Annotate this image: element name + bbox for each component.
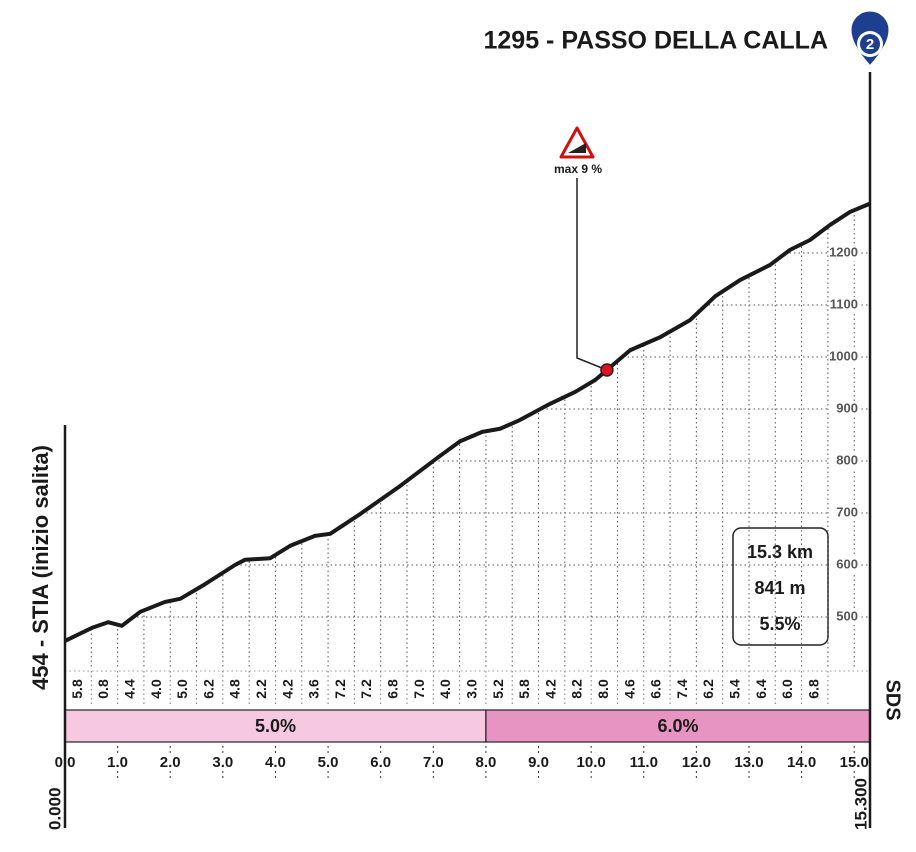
- max-marker: [600, 363, 614, 377]
- gradient-label: 3.0: [463, 679, 479, 699]
- tick-bg: [830, 401, 860, 417]
- summary-box: 15.3 km 841 m 5.5%: [732, 527, 829, 646]
- logo: SDS: [882, 679, 904, 720]
- gradient-label: 7.4: [674, 679, 690, 699]
- gradient-label: 6.0: [779, 679, 795, 699]
- start-km: 0.000: [45, 787, 64, 830]
- x-tick-label: 15.0: [840, 754, 869, 771]
- tick-bg: [521, 753, 556, 771]
- tick-bg: [830, 557, 860, 573]
- tick-bg: [830, 609, 860, 625]
- y-tick-label: 500: [836, 608, 858, 623]
- gradient-label: 6.8: [385, 679, 401, 699]
- tick-bg: [830, 349, 860, 365]
- x-tick-label: 10.0: [577, 754, 606, 771]
- gradient-label: 6.8: [805, 679, 821, 699]
- x-tick-label: 12.0: [682, 754, 711, 771]
- badge-number: 2: [866, 36, 874, 53]
- gradient-label: 3.6: [306, 679, 322, 699]
- tick-bg: [784, 753, 819, 771]
- gradient-label: 4.6: [621, 679, 637, 699]
- tick-bg: [830, 505, 860, 521]
- gradient-label: 7.2: [332, 679, 348, 699]
- summit-title: 1295 - PASSO DELLA CALLA: [484, 27, 829, 55]
- gradient-label: 6.6: [648, 679, 664, 699]
- x-tick-label: 6.0: [370, 754, 391, 771]
- gradient-label: 4.0: [148, 679, 164, 699]
- gradient-label: 7.0: [411, 679, 427, 699]
- gradient-label: 8.0: [595, 679, 611, 699]
- x-tick-label: 7.0: [423, 754, 444, 771]
- gradient-label: 5.4: [727, 679, 743, 699]
- section-band: [64, 709, 487, 743]
- gradient-label: 4.4: [121, 679, 137, 699]
- tick-bg: [626, 753, 661, 771]
- gradient-label: 4.2: [542, 679, 558, 699]
- tick-bg: [416, 753, 451, 771]
- section-label: 5.0%: [255, 716, 296, 736]
- tick-bg: [574, 753, 609, 771]
- gradient-label: 8.2: [569, 679, 585, 699]
- end-km: 15.300: [851, 778, 870, 830]
- x-tick-label: 9.0: [528, 754, 549, 771]
- x-tick-label: 13.0: [734, 754, 763, 771]
- y-tick-label: 1200: [829, 244, 858, 259]
- gradient-label: 6.2: [200, 679, 216, 699]
- start-label: 454 - STIA (inizio salita): [28, 445, 53, 690]
- tick-bg: [830, 245, 860, 261]
- y-tick-label: 900: [836, 400, 858, 415]
- gradient-label: 6.4: [753, 679, 769, 699]
- tick-bg: [205, 753, 240, 771]
- summary-gain: 841 m: [754, 578, 805, 598]
- tick-bg: [100, 753, 135, 771]
- tick-bg: [311, 753, 346, 771]
- tick-bg: [679, 753, 714, 771]
- x-tick-label: 8.0: [475, 754, 496, 771]
- gradient-label: 0.8: [95, 679, 111, 699]
- x-tick-label: 5.0: [318, 754, 339, 771]
- max-label: max 9 %: [554, 162, 602, 176]
- y-tick-label: 1000: [829, 348, 858, 363]
- tick-bg: [837, 753, 872, 771]
- y-tick-label: 1100: [830, 296, 858, 311]
- gradient-label: 5.0: [174, 679, 190, 699]
- x-tick-label: 1.0: [107, 754, 128, 771]
- tick-bg: [153, 753, 188, 771]
- tick-bg: [830, 453, 860, 469]
- section-label: 6.0%: [657, 716, 698, 736]
- gradient-label: 4.0: [437, 679, 453, 699]
- summary-gradient: 5.5%: [759, 614, 800, 634]
- x-tick-label: 2.0: [160, 754, 181, 771]
- gradient-label: 7.2: [358, 679, 374, 699]
- x-tick-label: 4.0: [265, 754, 286, 771]
- gradient-label: 4.8: [227, 679, 243, 699]
- x-tick-label: 11.0: [630, 754, 658, 771]
- y-tick-label: 600: [836, 556, 858, 571]
- tick-bg: [731, 753, 766, 771]
- summary-distance: 15.3 km: [747, 542, 813, 562]
- y-tick-label: 700: [836, 504, 858, 519]
- gradient-label: 6.2: [700, 679, 716, 699]
- profile-line: [64, 201, 871, 643]
- tick-bg: [363, 753, 398, 771]
- max-icon-slope: [568, 143, 586, 153]
- marker-leader: [576, 178, 608, 371]
- tick-bg: [468, 753, 503, 771]
- tick-bg: [258, 753, 293, 771]
- y-tick-label: 800: [836, 452, 858, 467]
- section-band: [485, 709, 871, 743]
- x-tick-label: 14.0: [787, 754, 816, 771]
- tick-bg: [830, 297, 860, 313]
- gradient-label: 4.2: [279, 679, 295, 699]
- gradient-label: 5.2: [490, 679, 506, 699]
- gradient-label: 5.8: [516, 679, 532, 699]
- x-tick-label: 3.0: [212, 754, 233, 771]
- kom-badge: 2: [851, 11, 889, 65]
- gradient-label: 5.8: [69, 679, 85, 699]
- gradient-label: 2.2: [253, 679, 269, 699]
